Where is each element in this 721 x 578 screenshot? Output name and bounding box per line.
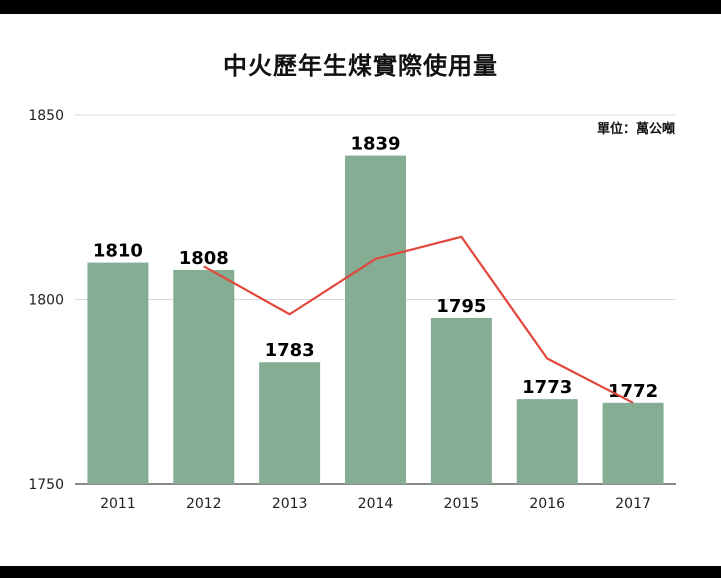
bar bbox=[430, 317, 492, 484]
x-tick-label: 2015 bbox=[444, 496, 480, 512]
bar bbox=[87, 262, 149, 484]
bar-value-label: 1773 bbox=[522, 377, 572, 398]
chart-title: 中火歷年生煤實際使用量 bbox=[223, 52, 498, 80]
bar bbox=[345, 155, 406, 484]
x-tick-label: 2012 bbox=[186, 496, 222, 512]
bar-value-label: 1808 bbox=[179, 248, 229, 269]
bar-value-label: 1795 bbox=[436, 296, 486, 317]
trend-line bbox=[203, 235, 634, 404]
bar bbox=[173, 269, 235, 484]
bar-value-label: 1783 bbox=[265, 340, 315, 361]
x-tick-label: 2016 bbox=[529, 496, 565, 512]
bar bbox=[602, 402, 664, 484]
x-tick-label: 2014 bbox=[358, 496, 394, 512]
x-tick-label: 2011 bbox=[100, 496, 136, 512]
y-tick-label: 1750 bbox=[28, 477, 64, 493]
bar bbox=[259, 362, 321, 484]
x-tick-label: 2017 bbox=[615, 496, 651, 512]
bar bbox=[516, 399, 578, 484]
bar-value-label: 1772 bbox=[608, 381, 658, 402]
unit-label: 單位：萬公噸 bbox=[596, 122, 675, 137]
y-tick-label: 1850 bbox=[28, 108, 64, 124]
y-tick-label: 1800 bbox=[28, 293, 64, 309]
x-tick-label: 2013 bbox=[272, 496, 308, 512]
bar-value-label: 1839 bbox=[350, 134, 400, 155]
bar-value-label: 1810 bbox=[93, 241, 143, 262]
